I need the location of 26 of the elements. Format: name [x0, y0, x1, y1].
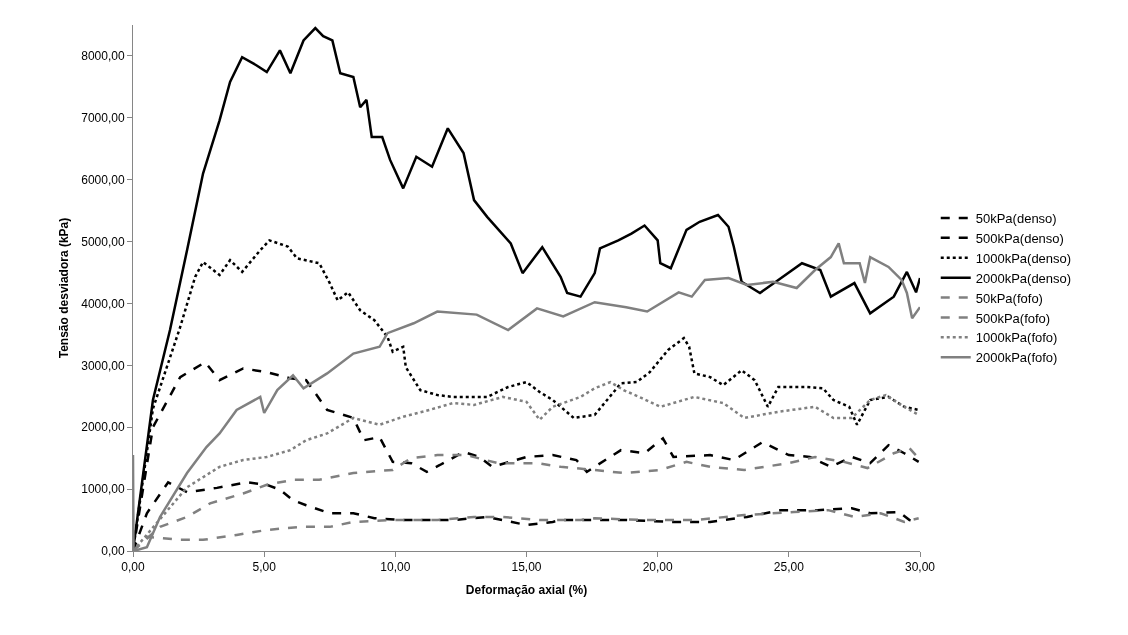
legend-label: 1000kPa(fofo): [975, 330, 1058, 346]
y-tick-label: 0,00: [101, 544, 125, 559]
y-tick-label: 4000,00: [81, 296, 125, 311]
legend-label: 500kPa(denso): [975, 230, 1064, 246]
y-tick-label: 2000,00: [81, 420, 125, 435]
legend-label: 2000kPa(denso): [975, 270, 1072, 286]
x-tick-label: 20,00: [642, 560, 674, 575]
legend-label: 1000kPa(denso): [975, 250, 1072, 266]
x-tick-label: 15,00: [511, 560, 542, 575]
legend-label: 50kPa(fofo): [975, 290, 1043, 306]
y-tick-label: 7000,00: [81, 111, 125, 126]
legend-label: 50kPa(denso): [975, 211, 1057, 227]
x-tick-label: 5,00: [252, 560, 277, 575]
y-tick-label: 8000,00: [81, 49, 125, 64]
x-tick-label: 30,00: [904, 560, 936, 575]
legend-label: 2000kPa(fofo): [975, 350, 1058, 366]
legend-label: 500kPa(fofo): [975, 310, 1051, 326]
x-axis-title: Deformação axial (%): [465, 583, 588, 598]
x-tick-label: 0,00: [121, 560, 145, 575]
y-tick-label: 3000,00: [81, 358, 125, 373]
y-tick-label: 6000,00: [81, 172, 125, 187]
x-tick-label: 25,00: [773, 560, 805, 575]
y-axis-title: Tensão desviadora (kPa): [56, 217, 71, 359]
x-tick-label: 10,00: [380, 560, 411, 575]
y-tick-label: 5000,00: [81, 234, 125, 249]
y-tick-label: 1000,00: [81, 482, 125, 497]
